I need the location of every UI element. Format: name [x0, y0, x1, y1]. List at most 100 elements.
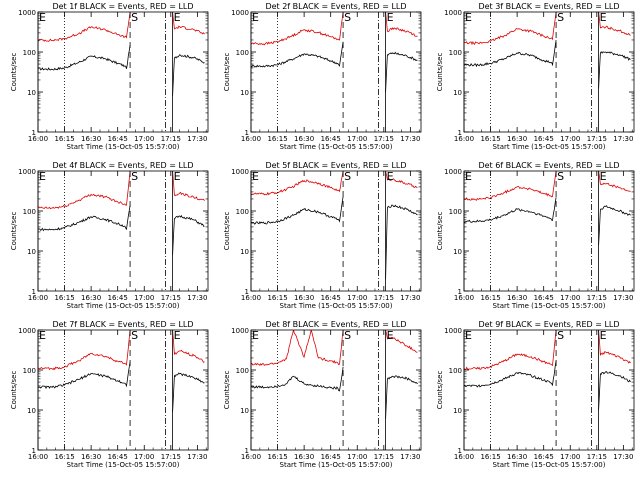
y-axis-label: Counts/sec: [10, 371, 18, 410]
y-tick-label: 10: [240, 407, 249, 415]
series-lld-line: [464, 12, 631, 46]
marker-label: E: [465, 170, 472, 183]
marker-label: E: [387, 11, 394, 24]
x-tick-label: 17:15: [374, 453, 394, 461]
marker-label: E: [387, 170, 394, 183]
series-lld-line: [38, 12, 205, 42]
x-tick-label: 16:15: [267, 453, 287, 461]
y-tick-label: 100: [236, 367, 249, 375]
x-tick-label: 16:30: [81, 294, 101, 302]
series-events-line: [38, 205, 205, 255]
x-tick-label: 16:45: [108, 135, 128, 143]
marker-label: S: [344, 329, 351, 342]
y-tick-label: 1000: [18, 168, 36, 176]
series-events-line: [38, 44, 205, 96]
x-tick-label: 16:45: [108, 294, 128, 302]
plot-frame: [463, 11, 635, 133]
marker-label: E: [387, 329, 394, 342]
x-tick-label: 16:15: [54, 294, 74, 302]
marker-label: E: [465, 11, 472, 24]
x-axis-label: Start Time (15-Oct-05 15:57:00): [67, 461, 180, 469]
x-axis-label: Start Time (15-Oct-05 15:57:00): [280, 302, 393, 310]
x-tick-label: 17:15: [374, 294, 394, 302]
x-axis-label: Start Time (15-Oct-05 15:57:00): [67, 143, 180, 151]
y-tick-label: 1: [245, 447, 249, 455]
x-tick-label: 17:30: [187, 294, 207, 302]
marker-label: E: [174, 329, 181, 342]
x-tick-label: 16:15: [54, 453, 74, 461]
y-axis-label: Counts/sec: [436, 53, 444, 92]
series-events-line: [464, 360, 631, 411]
marker-label: S: [131, 170, 138, 183]
marker-label: E: [252, 11, 259, 24]
marker-label: E: [465, 329, 472, 342]
y-tick-label: 100: [236, 49, 249, 57]
x-axis-label: Start Time (15-Oct-05 15:57:00): [280, 143, 393, 151]
x-tick-label: 17:00: [560, 453, 580, 461]
series-events-line: [251, 366, 418, 419]
series-lld-line: [38, 171, 205, 210]
x-tick-label: 17:15: [587, 453, 607, 461]
x-tick-label: 16:15: [267, 294, 287, 302]
series-events-line: [38, 361, 205, 412]
x-tick-label: 17:30: [400, 294, 420, 302]
x-tick-label: 17:15: [161, 135, 181, 143]
plot-frame: [250, 329, 422, 451]
plot-frame: [250, 170, 422, 292]
x-tick-label: 16:30: [507, 453, 527, 461]
x-tick-label: 16:00: [241, 294, 261, 302]
x-tick-label: 16:45: [321, 294, 341, 302]
y-tick-label: 1000: [18, 327, 36, 335]
series-events-line: [251, 41, 418, 93]
x-tick-label: 16:00: [454, 294, 474, 302]
panel-title: Det 5f BLACK = Events, RED = LLD: [265, 161, 406, 170]
x-tick-label: 16:30: [294, 135, 314, 143]
x-tick-label: 16:45: [534, 135, 554, 143]
y-tick-label: 1000: [231, 327, 249, 335]
x-tick-label: 16:00: [454, 135, 474, 143]
series-lld-line: [251, 330, 418, 366]
x-tick-label: 17:00: [560, 294, 580, 302]
y-tick-label: 100: [449, 367, 462, 375]
y-tick-label: 1: [245, 288, 249, 296]
y-tick-label: 10: [240, 89, 249, 97]
marker-label: S: [131, 329, 138, 342]
x-tick-label: 17:30: [400, 453, 420, 461]
panel-title: Det 7f BLACK = Events, RED = LLD: [52, 320, 193, 329]
marker-label: S: [557, 11, 564, 24]
x-tick-label: 16:00: [241, 135, 261, 143]
x-tick-label: 17:30: [187, 453, 207, 461]
series-lld-line: [38, 330, 205, 371]
series-lld-line: [464, 171, 631, 201]
x-axis-label: Start Time (15-Oct-05 15:57:00): [493, 143, 606, 151]
marker-label: S: [344, 170, 351, 183]
x-tick-label: 16:30: [294, 294, 314, 302]
y-tick-label: 10: [27, 89, 36, 97]
y-tick-label: 10: [240, 248, 249, 256]
series-events-line: [464, 39, 631, 89]
x-tick-label: 16:00: [28, 453, 48, 461]
y-tick-label: 1000: [444, 327, 462, 335]
x-tick-label: 16:45: [534, 453, 554, 461]
x-axis-label: Start Time (15-Oct-05 15:57:00): [67, 302, 180, 310]
x-tick-label: 17:30: [400, 135, 420, 143]
x-tick-label: 16:30: [507, 135, 527, 143]
y-tick-label: 10: [27, 248, 36, 256]
x-tick-label: 17:15: [374, 135, 394, 143]
marker-label: S: [344, 11, 351, 24]
y-tick-label: 1: [458, 129, 462, 137]
y-axis-label: Counts/sec: [10, 212, 18, 251]
plot-frame: [37, 11, 209, 133]
series-lld-line: [251, 12, 418, 46]
marker-label: E: [600, 170, 607, 183]
x-tick-label: 17:15: [161, 453, 181, 461]
x-tick-label: 16:45: [321, 135, 341, 143]
x-tick-label: 16:30: [81, 135, 101, 143]
marker-label: S: [557, 170, 564, 183]
x-tick-label: 17:00: [134, 135, 154, 143]
